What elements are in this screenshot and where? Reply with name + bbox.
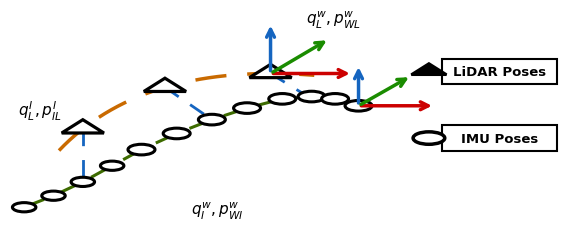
Text: $q^I_L, p^I_{IL}$: $q^I_L, p^I_{IL}$ — [18, 99, 62, 122]
Text: $q^w_I, p^w_{WI}$: $q^w_I, p^w_{WI}$ — [192, 200, 244, 221]
Circle shape — [42, 191, 65, 201]
Circle shape — [233, 103, 260, 114]
Text: LiDAR Poses: LiDAR Poses — [453, 65, 546, 78]
FancyBboxPatch shape — [442, 59, 557, 85]
Circle shape — [269, 94, 296, 105]
Circle shape — [71, 177, 95, 187]
Polygon shape — [249, 65, 292, 78]
Text: $q^w_L, p^w_{WL}$: $q^w_L, p^w_{WL}$ — [306, 9, 360, 30]
Polygon shape — [412, 64, 446, 75]
Circle shape — [322, 94, 349, 105]
Text: IMU Poses: IMU Poses — [461, 132, 538, 145]
Circle shape — [128, 145, 155, 155]
Circle shape — [198, 115, 225, 125]
FancyBboxPatch shape — [442, 126, 557, 151]
Polygon shape — [144, 79, 186, 92]
Circle shape — [163, 129, 190, 139]
Circle shape — [12, 203, 36, 212]
Circle shape — [345, 101, 372, 112]
Circle shape — [101, 161, 124, 171]
Circle shape — [298, 92, 325, 102]
Circle shape — [413, 132, 445, 145]
Polygon shape — [62, 120, 104, 134]
